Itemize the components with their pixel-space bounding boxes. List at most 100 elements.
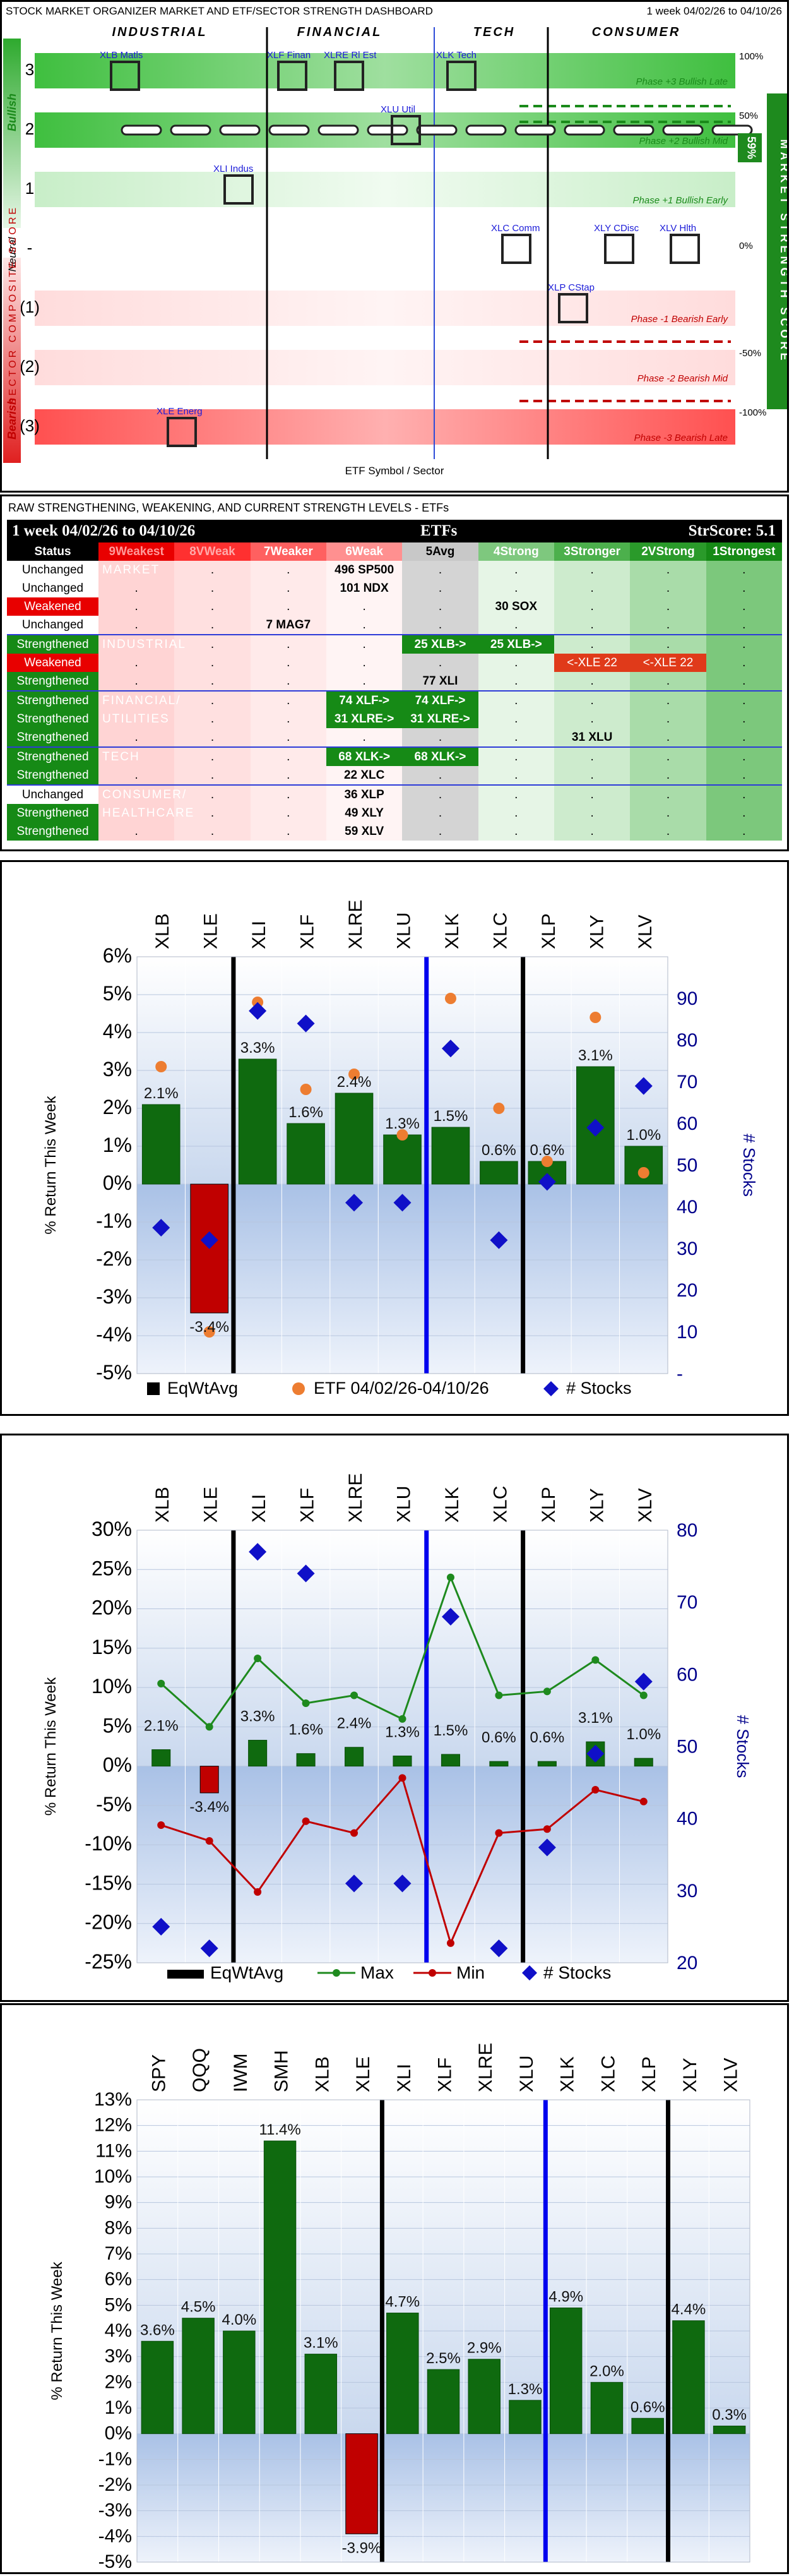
strength-cell: .: [174, 616, 251, 635]
etf-marker-label: XLRE Rl Est: [324, 50, 377, 61]
strength-table-headers: Status 9Weakest 8VWeak 7Weaker 6Weak 5Avg 4Str…: [7, 542, 782, 561]
strength-cell: .: [250, 561, 326, 579]
strength-cell: .: [402, 616, 478, 635]
row-status: Unchanged: [7, 561, 98, 579]
stock-count-point: [249, 1543, 267, 1561]
row-sector-label: FINANCIAL/: [102, 694, 181, 707]
y-axis-title: % Return This Week: [42, 1677, 59, 1816]
bar: [296, 1753, 316, 1767]
strength-cell: .: [174, 691, 251, 710]
strength-cell: .: [630, 710, 706, 728]
bar: [480, 1161, 518, 1185]
strength-cell: .: [706, 785, 782, 804]
strength-cell: .: [554, 616, 631, 635]
strength-cell: .: [706, 654, 782, 672]
x-category-label: XLP: [538, 1487, 559, 1523]
x-category-label: XLF: [297, 914, 318, 949]
y-tick-label: 5%: [103, 1714, 132, 1737]
x-category-label: XLP: [538, 913, 559, 949]
data-label: 0.6%: [482, 1142, 516, 1159]
strength-cell: .: [98, 822, 175, 841]
strength-row: Strengthened.... 77 XLI....: [7, 672, 782, 691]
etf-marker[interactable]: [277, 61, 307, 91]
bar: [345, 2433, 378, 2534]
score-pill: [416, 124, 458, 136]
strength-header-cell: 4Strong: [478, 542, 554, 561]
strength-row: Unchanged... 101 NDX.....: [7, 579, 782, 597]
data-label: 1.3%: [385, 1115, 420, 1132]
strength-header-cell: 9Weakest: [98, 542, 175, 561]
strength-cell: .: [174, 672, 251, 691]
etf-marker[interactable]: [604, 234, 634, 264]
y2-tick-label: 60: [677, 1664, 697, 1685]
strength-cell: .: [250, 785, 326, 804]
y-tick-label: 0%: [105, 2423, 132, 2444]
strength-cell: .: [326, 672, 403, 691]
y-tick-label: -5%: [96, 1793, 132, 1816]
strength-cell: .: [174, 710, 251, 728]
legend-label: ETF 04/02/26-04/10/26: [314, 1379, 489, 1398]
chart1-panel: -5% -4% -3% -2% -1% 0% 1% 2% 3% 4% 5% 6% XLB XLE XLI XL…: [0, 860, 789, 1416]
etf-marker[interactable]: [391, 115, 421, 145]
strength-cell: .: [706, 822, 782, 841]
etf-marker[interactable]: [670, 234, 700, 264]
y-tick-label: 5%: [103, 982, 132, 1005]
etf-marker[interactable]: [167, 417, 197, 447]
y2-tick-label: 30: [677, 1881, 697, 1902]
market-pct-label: 0%: [739, 241, 753, 251]
min-point: [639, 1797, 648, 1806]
x-category-label: XLC: [490, 1486, 511, 1523]
etf-marker[interactable]: [223, 174, 254, 205]
strength-cell: .: [250, 635, 326, 654]
strength-cell: .: [478, 822, 554, 841]
y-tick-label: 6%: [103, 944, 132, 967]
etf-return-point: [300, 1084, 312, 1095]
strength-cell: .: [630, 822, 706, 841]
etf-marker[interactable]: [446, 61, 477, 91]
strength-cell: 101 NDX: [326, 579, 403, 597]
max-point: [302, 1699, 310, 1707]
strength-header-cell: 2VStrong: [630, 542, 706, 561]
data-label: 11.4%: [259, 2121, 300, 2138]
data-label: 2.9%: [467, 2340, 502, 2357]
strength-cell: .: [630, 635, 706, 654]
legend-diamond-swatch: [543, 1381, 559, 1396]
phase-label: Phase +3 Bullish Late: [636, 76, 728, 87]
x-category-label: XLU: [516, 2056, 537, 2092]
strength-cell: .: [98, 654, 175, 672]
etf-marker[interactable]: [334, 61, 364, 91]
strength-cell: .: [706, 804, 782, 822]
y-tick-label: -25%: [85, 1950, 132, 1973]
phase-band: [35, 53, 735, 88]
strength-cell: .: [478, 561, 554, 579]
y-tick-label: 1%: [103, 1134, 132, 1156]
strength-cell: .: [174, 804, 251, 822]
strength-cell: .: [706, 561, 782, 579]
max-point: [157, 1679, 165, 1687]
etf-marker[interactable]: [501, 234, 531, 264]
stock-count-point: [297, 1014, 315, 1033]
y2-tick-label: 60: [677, 1113, 697, 1134]
min-point: [446, 1939, 454, 1947]
etf-marker[interactable]: [110, 61, 140, 91]
dashboard-title: STOCK MARKET ORGANIZER MARKET AND ETF/SE…: [6, 5, 433, 17]
min-point: [302, 1817, 310, 1825]
plot-frame: [136, 1530, 668, 1963]
y2-tick-label: 70: [677, 1592, 697, 1613]
etf-return-point: [493, 1103, 505, 1114]
etf-markers: XLB Matls XLF Finan XLRE Rl Est XLK Tech XLU…: [100, 50, 700, 447]
data-label: 3.3%: [240, 1039, 275, 1057]
strength-cell: .: [402, 804, 478, 822]
strength-cell: <-XLE 22: [554, 654, 631, 672]
x-category-label: XLB: [152, 1487, 173, 1523]
etf-return-point: [444, 993, 456, 1004]
bar: [238, 1058, 277, 1185]
legend-max-dot: [333, 1969, 340, 1977]
y-tick-label: -5%: [98, 2551, 132, 2572]
data-label: 0.3%: [712, 2406, 747, 2423]
etf-marker[interactable]: [558, 293, 588, 323]
y-tick-label: 2%: [105, 2371, 132, 2392]
level-label: -: [27, 238, 33, 257]
bearish-label: Bearish: [6, 398, 18, 440]
y2-tick-label: 80: [677, 1030, 697, 1051]
